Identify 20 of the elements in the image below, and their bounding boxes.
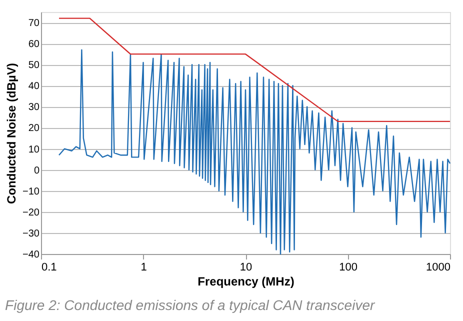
y-axis-title: Conducted Noise (dBµV) [4, 63, 19, 204]
y-tick-label: −10 [22, 186, 40, 198]
x-tick-label: 100 [339, 262, 358, 274]
x-tick-label: 1000 [426, 262, 450, 274]
caption: Figure 2: Conducted emissions of a typical CAN transceiver [5, 297, 376, 313]
y-tick-label: 10 [28, 144, 40, 156]
y-tick-label: 0 [34, 165, 40, 176]
y-tick-label: 20 [28, 123, 40, 134]
y-tick-label: 60 [28, 39, 40, 50]
y-tick-label: 40 [28, 81, 40, 92]
x-tick-label: 1 [140, 262, 147, 274]
y-tick-label: −20 [22, 207, 40, 218]
y-tick-label: 50 [28, 60, 40, 72]
x-axis-title: Frequency (MHz) [198, 274, 294, 288]
x-tick-label: 0.1 [42, 262, 57, 274]
x-tick-label: 10 [240, 262, 252, 274]
y-tick-label: −30 [22, 228, 40, 240]
y-tick-label: 70 [28, 18, 40, 30]
y-tick-label: 30 [28, 102, 40, 114]
y-tick-label: −40 [22, 250, 40, 260]
